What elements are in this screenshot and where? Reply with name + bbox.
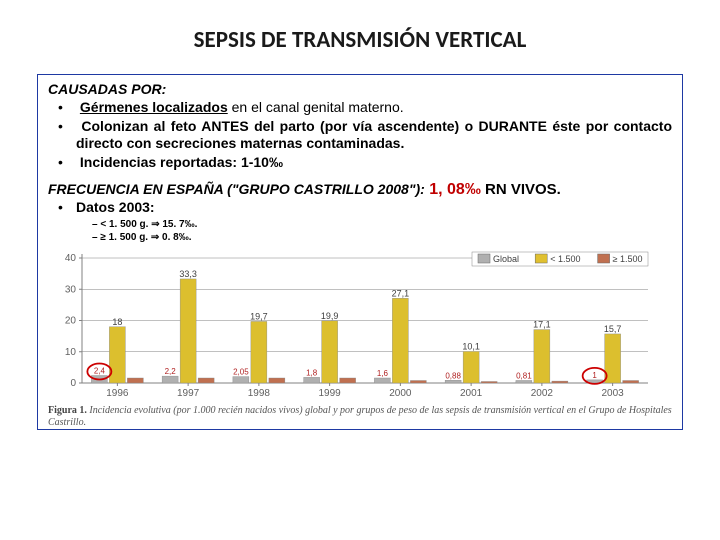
svg-text:27,1: 27,1 xyxy=(392,288,410,298)
sub-lt1500: < 1. 500 g. ⇒ 15. 7‰. xyxy=(92,218,672,231)
svg-text:2,05: 2,05 xyxy=(233,367,249,376)
svg-text:1,8: 1,8 xyxy=(306,368,318,377)
svg-text:1,6: 1,6 xyxy=(377,369,389,378)
bullet-incidencias: Incidencias reportadas: 1-10‰ xyxy=(48,154,672,172)
svg-text:18: 18 xyxy=(112,316,122,326)
causadas-heading: CAUSADAS POR: xyxy=(48,81,672,97)
svg-text:15,7: 15,7 xyxy=(604,323,622,333)
frecuencia-line: FRECUENCIA EN ESPAÑA ("GRUPO CASTRILLO 2… xyxy=(48,181,672,199)
svg-text:2,4: 2,4 xyxy=(94,366,106,375)
chart-caption: Figura 1. Incidencia evolutiva (por 1.00… xyxy=(48,405,674,429)
svg-text:1999: 1999 xyxy=(319,388,342,399)
svg-text:40: 40 xyxy=(65,253,77,264)
svg-text:2000: 2000 xyxy=(389,388,412,399)
svg-text:< 1.500: < 1.500 xyxy=(550,254,580,264)
svg-text:1996: 1996 xyxy=(106,388,129,399)
bullet-datos2003: Datos 2003: xyxy=(48,199,672,217)
svg-text:0,81: 0,81 xyxy=(516,371,532,380)
svg-text:1997: 1997 xyxy=(177,388,200,399)
content-box: CAUSADAS POR: Gérmenes localizados en el… xyxy=(37,74,683,430)
svg-text:30: 30 xyxy=(65,284,77,295)
svg-text:0,88: 0,88 xyxy=(445,371,461,380)
svg-text:0: 0 xyxy=(70,378,76,389)
bar-chart: 0 10 20 30 40 Global < 1.500 ≥ 1.500 2,4 18 1996 2,… xyxy=(48,248,674,403)
chart-container: 0 10 20 30 40 Global < 1.500 ≥ 1.500 2,4 18 1996 2,… xyxy=(48,248,674,423)
svg-text:19,9: 19,9 xyxy=(321,310,339,320)
svg-text:10,1: 10,1 xyxy=(462,341,480,351)
svg-text:19,7: 19,7 xyxy=(250,311,268,321)
sub-ge1500: ≥ 1. 500 g. ⇒ 0. 8‰. xyxy=(92,231,672,244)
svg-text:1: 1 xyxy=(592,370,597,379)
svg-text:2001: 2001 xyxy=(460,388,483,399)
svg-text:≥ 1.500: ≥ 1.500 xyxy=(613,254,643,264)
bullet-germenes: Gérmenes localizados en el canal genital… xyxy=(48,99,672,117)
svg-text:Global: Global xyxy=(493,254,519,264)
svg-text:2002: 2002 xyxy=(531,388,554,399)
bullet-colonizan: Colonizan al feto ANTES del parto (por v… xyxy=(48,118,672,153)
svg-text:33,3: 33,3 xyxy=(179,268,197,278)
svg-text:1998: 1998 xyxy=(248,388,271,399)
svg-text:10: 10 xyxy=(65,346,77,357)
svg-text:2,2: 2,2 xyxy=(165,367,177,376)
svg-text:20: 20 xyxy=(65,315,77,326)
slide-title: SEPSIS DE TRANSMISIÓN VERTICAL xyxy=(14,26,706,54)
svg-text:17,1: 17,1 xyxy=(533,319,551,329)
svg-text:2003: 2003 xyxy=(602,388,625,399)
